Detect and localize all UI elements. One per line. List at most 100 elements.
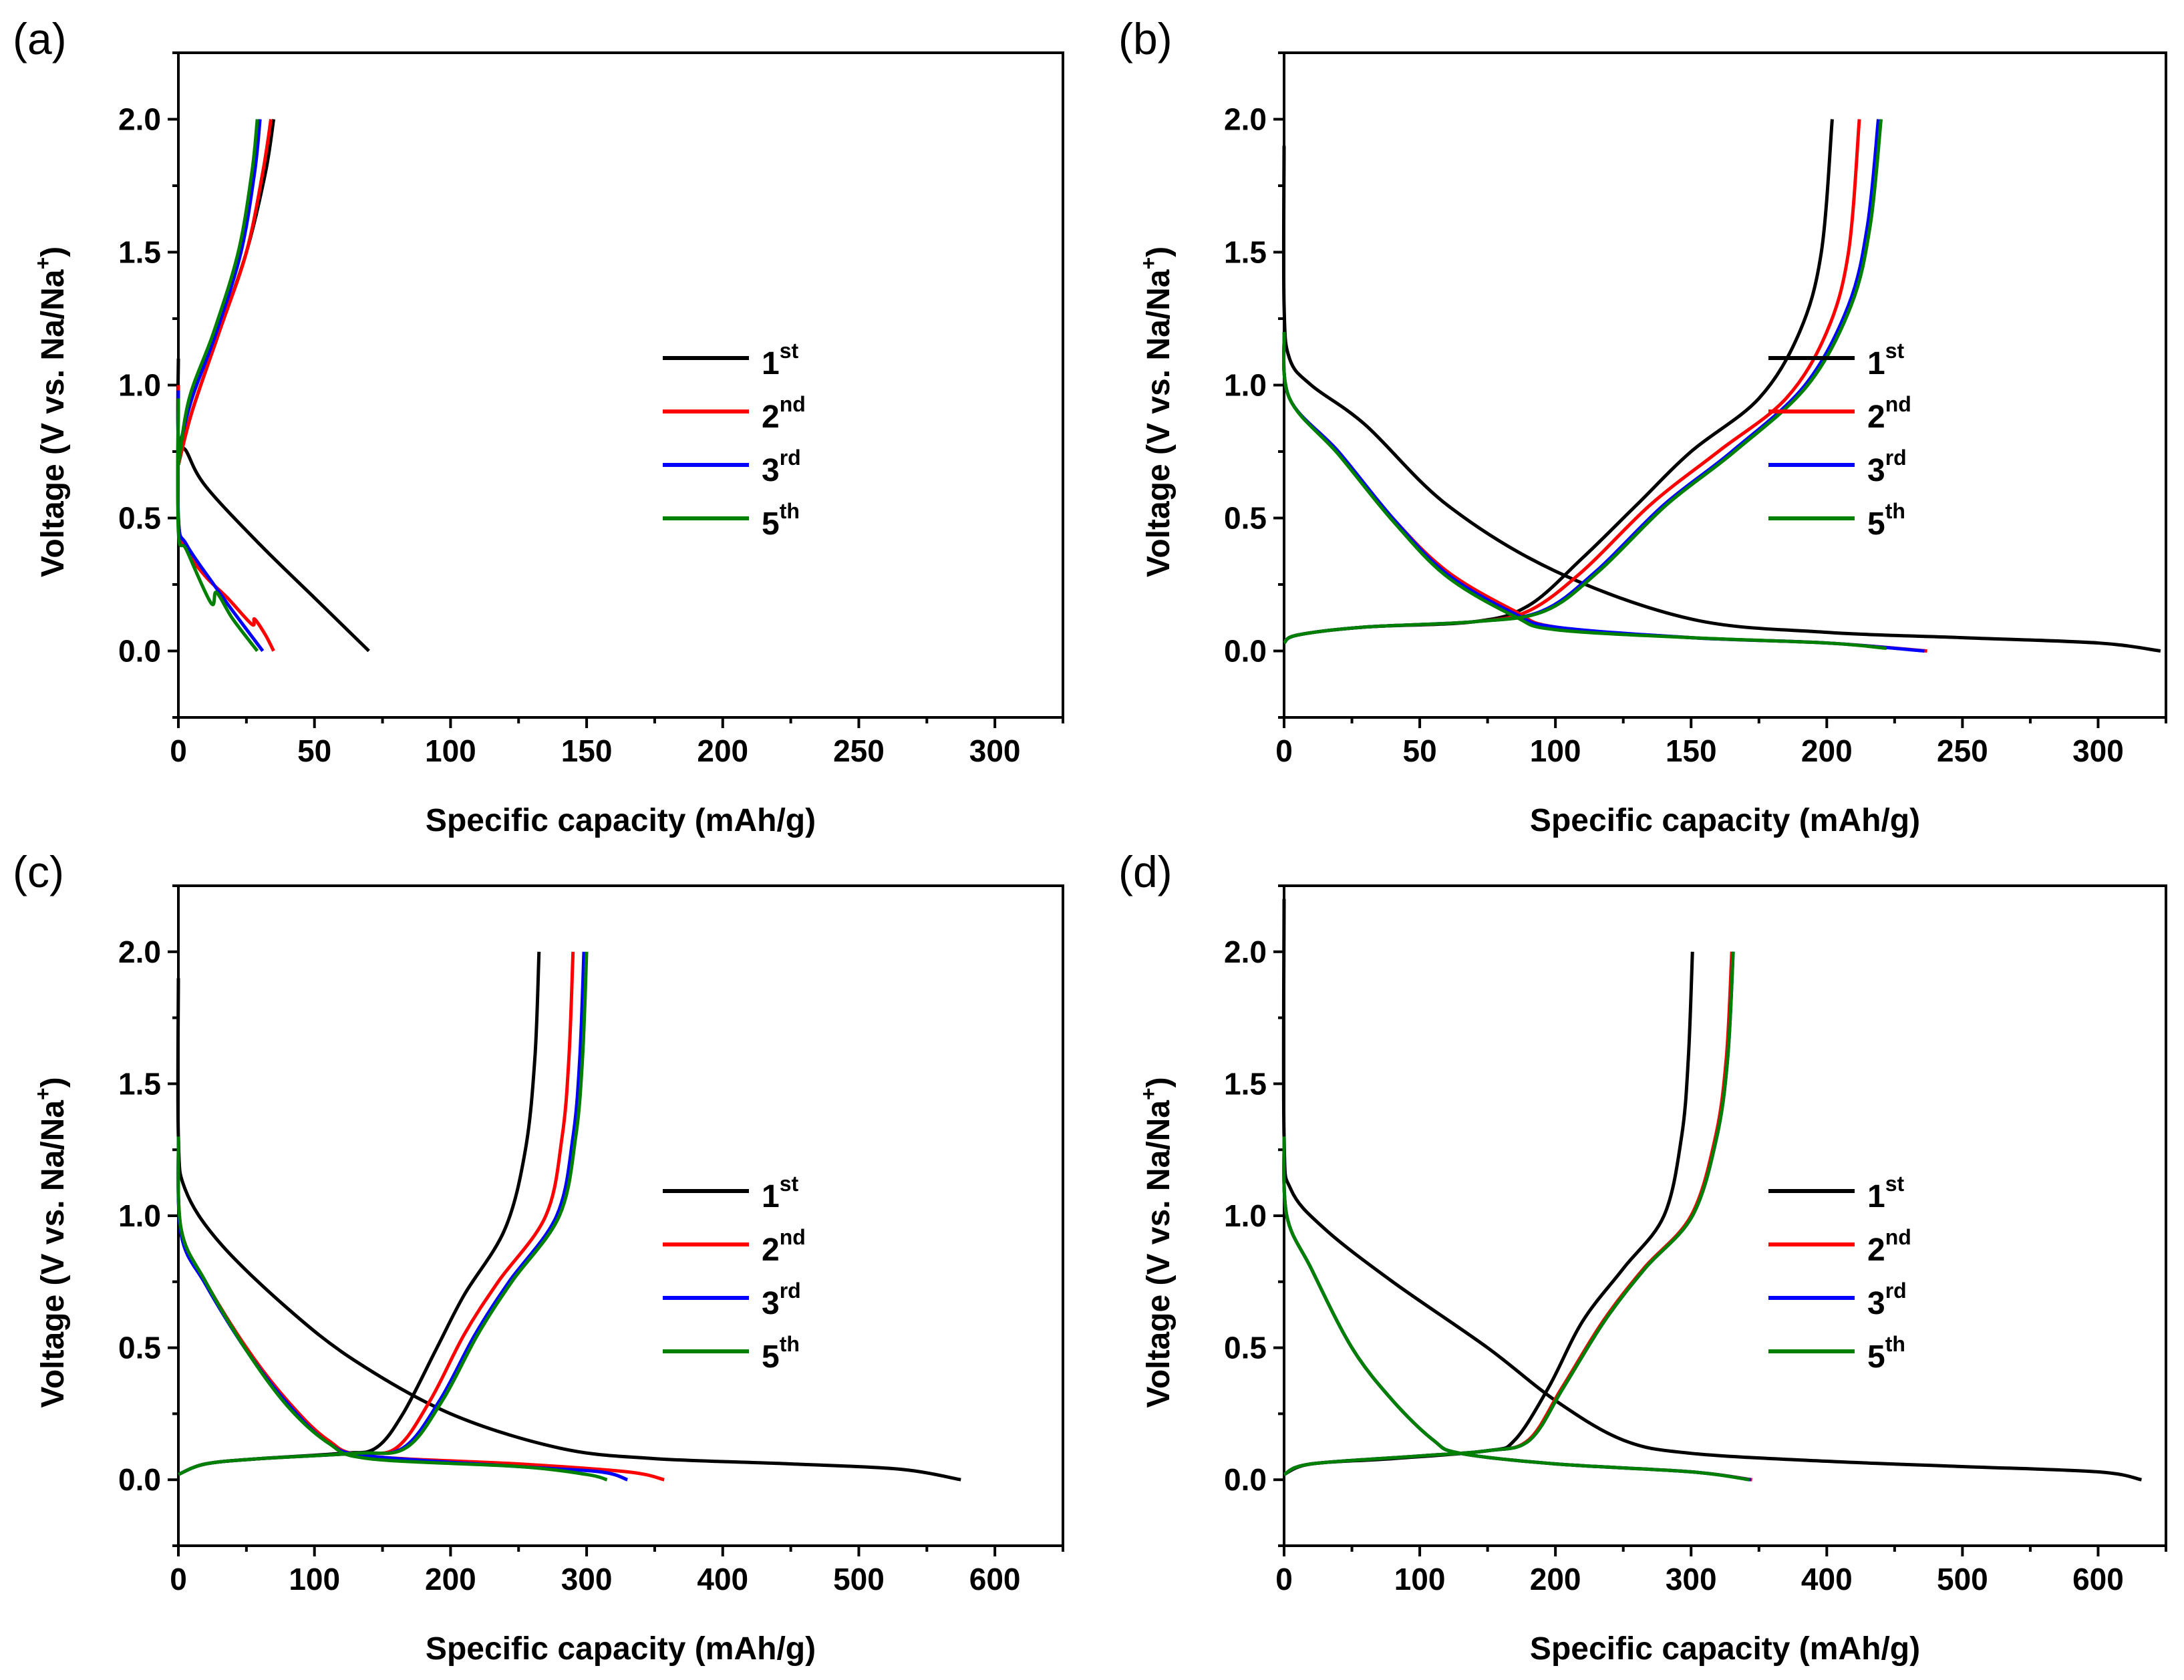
curve-3rd-discharge xyxy=(176,1136,629,1482)
legend-label-1st: 1st xyxy=(1867,339,1905,381)
panel-d: (d) 0 100 200 300 400 500 600 0.0 0.5 1.0 1.5 2.0 Spe… xyxy=(1118,847,2167,1667)
curve-5th-discharge xyxy=(176,1136,608,1482)
curve-2nd-charge xyxy=(176,119,273,466)
legend-label-base: 3 xyxy=(1867,1286,1885,1321)
panel-label: (c) xyxy=(13,847,64,896)
y-tick-label: 1.5 xyxy=(1224,235,1267,270)
x-tick-label: 100 xyxy=(1530,733,1581,768)
legend-label-sup: nd xyxy=(1885,392,1911,416)
legend-label-base: 5 xyxy=(1867,506,1885,542)
legend-label-base: 2 xyxy=(762,399,780,435)
legend-label-base: 5 xyxy=(762,506,780,542)
legend-label-2nd: 2nd xyxy=(1867,1225,1911,1268)
curve-5th-discharge xyxy=(1282,1136,1750,1482)
x-tick-label: 400 xyxy=(1801,1562,1853,1597)
legend-label-sup: th xyxy=(780,1332,800,1356)
panel-c: (c) 0 100 200 300 400 500 600 0.0 0.5 1.0 1.5 2.0 Spe… xyxy=(13,847,1064,1667)
legend-label-base: 5 xyxy=(762,1339,780,1375)
legend-label-base: 3 xyxy=(762,453,780,488)
legend-label-sup: st xyxy=(780,1172,799,1196)
y-axis-label: Voltage (V vs. Na/Na+) xyxy=(1136,1077,1177,1407)
y-tick-label: 0.5 xyxy=(1224,501,1267,536)
legend: 1st 2nd 3rd 5th xyxy=(663,339,806,542)
y-axis-label: Voltage (V vs. Na/Na+) xyxy=(31,1077,71,1407)
y-axis-label-end: ) xyxy=(1141,1077,1177,1087)
x-tick-label: 300 xyxy=(1666,1562,1717,1597)
x-tick-label: 100 xyxy=(289,1562,340,1597)
x-tick-label: 0 xyxy=(170,1562,187,1597)
curve-2nd-charge xyxy=(178,951,575,1476)
y-axis-label-main: Voltage (V vs. Na/Na xyxy=(1141,269,1177,577)
x-tick-label: 300 xyxy=(561,1562,613,1597)
plot-frame xyxy=(177,51,1064,719)
legend-label-sup: th xyxy=(1885,1332,1905,1356)
legend-label-sup: st xyxy=(1885,1172,1905,1196)
legend-label-sup: st xyxy=(1885,339,1905,363)
legend-label-sup: nd xyxy=(1885,1225,1911,1249)
legend-label-base: 3 xyxy=(1867,453,1885,488)
legend: 1st 2nd 3rd 5th xyxy=(663,1172,806,1375)
legend-label-1st: 1st xyxy=(762,1172,799,1214)
x-tick-label: 150 xyxy=(561,733,613,768)
panel-label: (a) xyxy=(13,14,67,63)
x-axis-label: Specific capacity (mAh/g) xyxy=(1530,1631,1920,1667)
curve-3rd-discharge xyxy=(176,390,265,653)
x-tick-label: 250 xyxy=(833,733,885,768)
curve-3rd-charge xyxy=(1283,119,1880,645)
legend-label-5th: 5th xyxy=(1867,499,1905,542)
y-tick-label: 1.0 xyxy=(118,1198,161,1233)
x-tick-label: 0 xyxy=(170,733,187,768)
legend-label-base: 5 xyxy=(1867,1339,1885,1375)
legend-label-3rd: 3rd xyxy=(762,446,801,488)
y-axis-label-end: ) xyxy=(35,246,71,257)
legend-label-3rd: 3rd xyxy=(1867,446,1907,488)
x-tick-label: 200 xyxy=(697,733,748,768)
legend-label-5th: 5th xyxy=(762,499,800,542)
y-tick-label: 0.0 xyxy=(1224,634,1267,669)
y-axis-label-sup: + xyxy=(1136,1087,1160,1100)
y-tick-label: 1.5 xyxy=(1224,1066,1267,1101)
legend-label-base: 1 xyxy=(1867,1179,1885,1214)
y-axis-label-main: Voltage (V vs. Na/Na xyxy=(1141,1100,1177,1408)
x-tick-label: 100 xyxy=(425,733,476,768)
legend-label-3rd: 3rd xyxy=(762,1279,801,1321)
x-tick-label: 50 xyxy=(1402,733,1436,768)
legend: 1st 2nd 3rd 5th xyxy=(1768,339,1911,542)
y-axis-label: Voltage (V vs. Na/Na+) xyxy=(1136,246,1177,577)
legend-label-base: 2 xyxy=(762,1232,780,1268)
y-tick-label: 2.0 xyxy=(118,102,161,137)
legend-label-1st: 1st xyxy=(1867,1172,1905,1214)
x-tick-label: 100 xyxy=(1394,1562,1446,1597)
x-tick-label: 200 xyxy=(1530,1562,1581,1597)
y-axis-label-main: Voltage (V vs. Na/Na xyxy=(35,269,71,577)
plot-frame xyxy=(177,884,1064,1547)
legend-label-sup: rd xyxy=(1885,1279,1907,1303)
legend-label-3rd: 3rd xyxy=(1867,1279,1907,1321)
y-tick-label: 1.5 xyxy=(118,1066,161,1101)
curve-3rd-charge xyxy=(178,951,586,1476)
curve-3rd-charge xyxy=(176,119,262,452)
legend-label-base: 2 xyxy=(1867,1232,1885,1268)
curve-5th-discharge xyxy=(1281,331,1887,651)
legend-label-base: 2 xyxy=(1867,399,1885,435)
legend-label-base: 3 xyxy=(762,1286,780,1321)
legend-label-sup: rd xyxy=(780,446,801,470)
legend-label-1st: 1st xyxy=(762,339,799,381)
y-tick-label: 2.0 xyxy=(1224,935,1267,969)
legend-label-sup: rd xyxy=(1885,446,1907,470)
curve-3rd-discharge xyxy=(1281,331,1925,653)
x-tick-label: 300 xyxy=(2072,733,2124,768)
x-tick-label: 50 xyxy=(297,733,331,768)
y-axis-label-main: Voltage (V vs. Na/Na xyxy=(35,1100,71,1408)
legend-label-sup: th xyxy=(1885,499,1905,523)
curve-5th-charge xyxy=(176,119,259,466)
x-tick-label: 400 xyxy=(697,1562,748,1597)
y-tick-label: 1.5 xyxy=(118,235,161,270)
curve-2nd-discharge xyxy=(1281,331,1927,653)
legend-label-sup: nd xyxy=(780,1225,806,1249)
panel-b: (b) 0 50 100 150 200 250 300 0.0 0.5 1.0 1.5 2.0 Spec… xyxy=(1118,14,2167,838)
y-tick-label: 0.0 xyxy=(1224,1462,1267,1497)
curve-2nd-discharge xyxy=(176,385,275,652)
panel-a: (a) 0 50 100 150 200 250 300 0.0 0.5 1.0 1.5 2.0 Spec… xyxy=(13,14,1064,838)
